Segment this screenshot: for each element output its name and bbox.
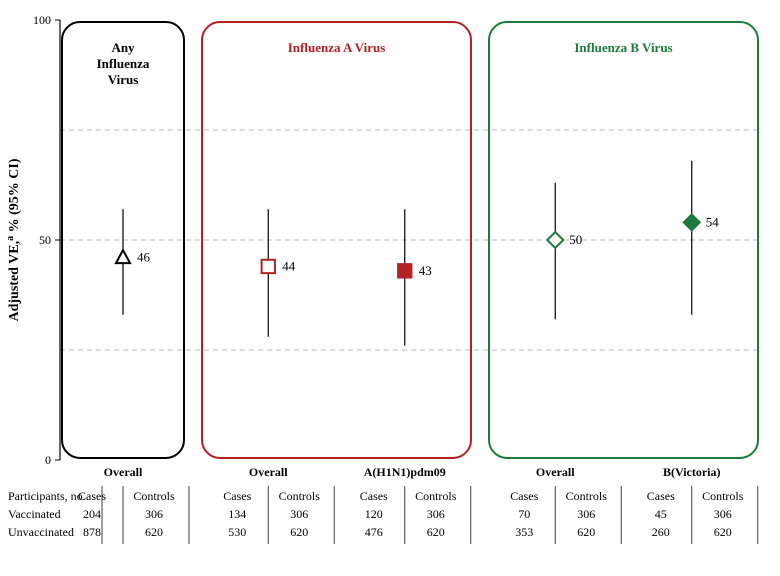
table-subheader: Controls xyxy=(133,489,175,503)
table-cell: 620 xyxy=(427,525,445,539)
point-value-label: 43 xyxy=(419,263,432,278)
table-cell: 878 xyxy=(83,525,101,539)
table-cell: 45 xyxy=(655,507,667,521)
table-cell: 620 xyxy=(577,525,595,539)
table-cell: 306 xyxy=(577,507,595,521)
table-cell: 134 xyxy=(228,507,246,521)
square-marker xyxy=(262,260,275,273)
table-row-label: Vaccinated xyxy=(8,507,61,521)
table-subheader: Cases xyxy=(510,489,538,503)
table-cell: 70 xyxy=(518,507,530,521)
panel-title: Influenza xyxy=(97,56,150,71)
forest-plot-svg: 050100Adjusted VE,a % (95% CI)AnyInfluen… xyxy=(0,0,780,576)
table-cell: 620 xyxy=(714,525,732,539)
square-marker xyxy=(398,264,411,277)
point-value-label: 54 xyxy=(706,214,720,229)
table-cell: 120 xyxy=(365,507,383,521)
table-subheader: Controls xyxy=(415,489,457,503)
table-subheader: Cases xyxy=(223,489,251,503)
table-subheader: Cases xyxy=(647,489,675,503)
table-row-label: Participants, no. xyxy=(8,489,86,503)
table-cell: 530 xyxy=(228,525,246,539)
table-subheader: Cases xyxy=(78,489,106,503)
x-category-label: Overall xyxy=(536,465,575,479)
panel-title: Influenza A Virus xyxy=(288,40,386,55)
x-category-label: A(H1N1)pdm09 xyxy=(364,465,446,479)
table-row-label: Unvaccinated xyxy=(8,525,74,539)
table-cell: 204 xyxy=(83,507,101,521)
table-subheader: Cases xyxy=(360,489,388,503)
y-tick-label: 0 xyxy=(45,453,51,467)
point-value-label: 46 xyxy=(137,250,151,265)
table-cell: 306 xyxy=(714,507,732,521)
table-subheader: Controls xyxy=(279,489,321,503)
y-tick-label: 50 xyxy=(39,233,51,247)
x-category-label: B(Victoria) xyxy=(663,465,721,479)
table-cell: 476 xyxy=(365,525,383,539)
table-cell: 620 xyxy=(290,525,308,539)
table-cell: 306 xyxy=(427,507,445,521)
table-cell: 620 xyxy=(145,525,163,539)
panel-title: Influenza B Virus xyxy=(574,40,672,55)
y-tick-label: 100 xyxy=(33,13,51,27)
table-subheader: Controls xyxy=(566,489,608,503)
table-cell: 306 xyxy=(290,507,308,521)
table-cell: 306 xyxy=(145,507,163,521)
x-category-label: Overall xyxy=(249,465,288,479)
point-value-label: 50 xyxy=(569,232,582,247)
x-category-label: Overall xyxy=(104,465,143,479)
table-subheader: Controls xyxy=(702,489,744,503)
point-value-label: 44 xyxy=(282,258,296,273)
panel-title: Virus xyxy=(108,72,139,87)
panel-title: Any xyxy=(111,40,135,55)
table-cell: 353 xyxy=(515,525,533,539)
table-cell: 260 xyxy=(652,525,670,539)
